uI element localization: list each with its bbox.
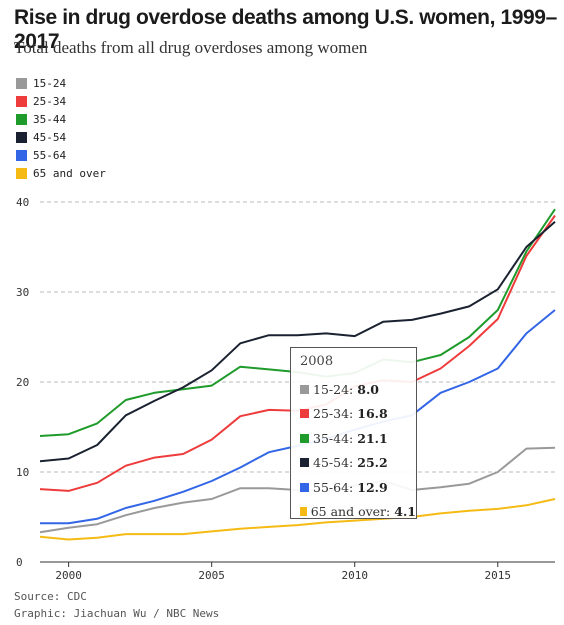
- legend-item: 55-64: [16, 146, 106, 164]
- tooltip-swatch: [300, 409, 309, 419]
- x-tick-label: 2015: [485, 569, 512, 582]
- chart-subtitle: Total deaths from all drug overdoses amo…: [14, 38, 368, 57]
- chart-title: Rise in drug overdose deaths among U.S. …: [14, 6, 557, 53]
- series-line-65-and-over[interactable]: [39, 498, 556, 541]
- tooltip-swatch: [300, 507, 307, 517]
- source-note: Source: CDC: [14, 590, 87, 603]
- legend-label: 15-24: [33, 76, 67, 90]
- y-axis: 0 10 20 30 40: [16, 196, 29, 569]
- x-tick-label: 2000: [55, 569, 82, 582]
- tooltip-value: 16.8: [357, 406, 388, 422]
- legend-label: 35-44: [33, 112, 67, 126]
- legend: 15-24 25-34 35-44 45-54 55-64 65 and over: [16, 74, 106, 182]
- y-tick-label: 20: [16, 376, 29, 389]
- y-tick-label: 0: [16, 556, 23, 569]
- legend-item: 45-54: [16, 128, 106, 146]
- y-tick-label: 10: [16, 466, 29, 479]
- legend-swatch: [16, 131, 27, 143]
- tooltip-value: 4.1: [394, 504, 416, 520]
- tooltip-swatch: [300, 458, 309, 468]
- tooltip-value: 21.1: [357, 430, 388, 446]
- legend-label: 65 and over: [33, 166, 106, 180]
- y-tick-label: 30: [16, 286, 29, 299]
- tooltip-swatch: [300, 433, 309, 443]
- y-tick-label: 40: [16, 196, 29, 209]
- tooltip-label: 25-34:: [313, 406, 354, 422]
- tooltip-value: 8.0: [357, 381, 379, 397]
- legend-label: 55-64: [33, 148, 67, 162]
- legend-swatch: [16, 95, 27, 107]
- legend-swatch: [16, 77, 27, 89]
- tooltip-row: 35-44: 21.1: [300, 426, 416, 451]
- legend-swatch: [16, 113, 27, 125]
- tooltip-label: 45-54:: [313, 455, 354, 471]
- credit-note: Graphic: Jiachuan Wu / NBC News: [14, 607, 220, 620]
- legend-label: 45-54: [33, 130, 67, 144]
- tooltip-label: 65 and over:: [310, 504, 391, 520]
- series-line-45-54[interactable]: [39, 221, 556, 463]
- legend-item: 15-24: [16, 74, 106, 92]
- tooltip-row: 55-64: 12.9: [300, 475, 416, 500]
- legend-swatch: [16, 167, 27, 179]
- tooltip-swatch: [300, 482, 309, 492]
- tooltip-value: 12.9: [357, 479, 388, 495]
- tooltip-row: 45-54: 25.2: [300, 451, 416, 476]
- x-tick-label: 2005: [198, 569, 225, 582]
- legend-item: 35-44: [16, 110, 106, 128]
- tooltip-label: 15-24:: [313, 381, 354, 397]
- tooltip-row: 65 and over: 4.1: [300, 500, 416, 525]
- legend-swatch: [16, 149, 27, 161]
- x-tick-label: 2010: [341, 569, 368, 582]
- tooltip-label: 35-44:: [313, 430, 354, 446]
- legend-label: 25-34: [33, 94, 67, 108]
- tooltip-value: 25.2: [357, 455, 388, 471]
- tooltip-year: 2008: [300, 354, 334, 369]
- tooltip-label: 55-64:: [313, 479, 354, 495]
- legend-item: 25-34: [16, 92, 106, 110]
- tooltip-row: 15-24: 8.0: [300, 377, 416, 402]
- tooltip-swatch: [300, 384, 309, 394]
- hover-tooltip: 2008 15-24: 8.0 25-34: 16.8 35-44: 21.1 45-54:…: [290, 347, 417, 519]
- tooltip-row: 25-34: 16.8: [300, 402, 416, 427]
- legend-item: 65 and over: [16, 164, 106, 182]
- x-axis: 2000 2005 2010 2015: [40, 561, 555, 582]
